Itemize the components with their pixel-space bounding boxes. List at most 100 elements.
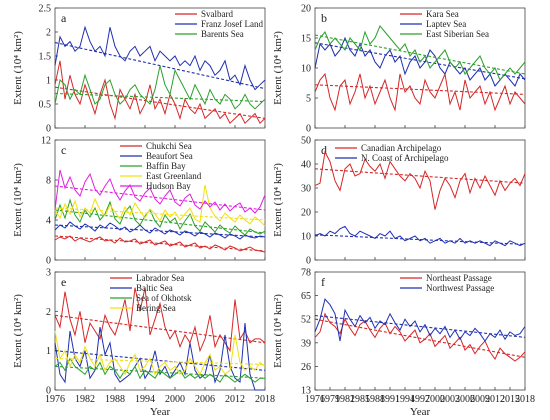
y-tick-label: 40 xyxy=(301,160,311,171)
x-tick-label: 2000 xyxy=(165,394,185,405)
x-tick-label: 1982 xyxy=(75,394,95,405)
legend-label: Northeast Passage xyxy=(426,273,492,283)
legend-label: Beaufort Sea xyxy=(146,151,193,161)
y-axis-label: Extent (10⁴ km²) xyxy=(272,31,284,105)
y-tick-label: 20 xyxy=(301,4,311,15)
series-line-baltic-sea xyxy=(54,323,265,391)
x-tick-label: 1994 xyxy=(395,394,415,405)
panel-e: 0 1 2 3 1976 1982 1988 1994 2000 2006 2012 2018 Exte… xyxy=(12,268,275,419)
series-line-canadian-archipelago xyxy=(314,150,526,210)
x-tick-label: 1976 xyxy=(45,394,65,405)
x-tick-label: 1979 xyxy=(320,394,340,405)
panel-d: 0 10 20 30 40 50 Extent (10⁴ km²) d Canadian Arc… xyxy=(272,136,526,267)
panel-letter: c xyxy=(61,143,66,157)
panel-letter: a xyxy=(61,11,67,25)
panel-letter: e xyxy=(61,275,66,289)
x-tick-label: 1997 xyxy=(410,394,430,405)
series-line-bering-sea xyxy=(54,330,266,376)
y-tick-label: 2 xyxy=(46,28,51,39)
legend-label: Laptev Sea xyxy=(426,19,466,29)
y-tick-label: 0 xyxy=(46,124,51,135)
y-tick-label: 4 xyxy=(46,216,51,227)
y-tick-label: 13 xyxy=(301,386,311,397)
legend-label: Svalbard xyxy=(201,9,233,19)
series-line-northeast-passage xyxy=(314,312,526,362)
trend-line xyxy=(54,92,266,103)
legend-label: Chukchi Sea xyxy=(146,141,192,151)
x-tick-label: 1994 xyxy=(135,394,155,405)
y-tick-label: 10 xyxy=(301,232,311,243)
series-line-east-siberian-sea xyxy=(314,25,526,81)
series-line-hudson-bay xyxy=(54,169,266,214)
panel-letter: b xyxy=(321,11,327,25)
legend-label: Canadian Archipelago xyxy=(361,143,442,153)
y-axis-label: Extent (10⁴ km²) xyxy=(272,163,284,237)
x-axis-label: Year xyxy=(150,406,171,418)
series-line-franz-josef-land xyxy=(54,25,266,91)
trend-line xyxy=(54,357,266,365)
x-axis-label: Year xyxy=(410,406,431,418)
y-tick-label: 78 xyxy=(301,268,311,279)
trend-line xyxy=(314,318,526,358)
y-tick-label: 12 xyxy=(41,136,51,147)
trend-line xyxy=(314,168,526,184)
y-tick-label: 2.5 xyxy=(39,4,52,15)
y-tick-label: 50 xyxy=(301,136,311,147)
panel-b: 0 5 10 15 20 Extent (10⁴ km²) b Kara SeaLaptev … xyxy=(272,4,526,135)
trend-line xyxy=(54,224,266,238)
legend-label: Franz Josef Land xyxy=(201,19,263,29)
y-tick-label: 0.5 xyxy=(39,100,52,111)
trend-line xyxy=(314,34,526,75)
legend-label: Baffin Bay xyxy=(146,161,186,171)
y-tick-label: 52 xyxy=(301,315,311,326)
y-tick-label: 65 xyxy=(301,291,311,302)
legend-label: East Greenland xyxy=(146,171,202,181)
x-tick-label: 2009 xyxy=(470,394,490,405)
y-tick-label: 0 xyxy=(306,124,311,135)
y-tick-label: 20 xyxy=(301,208,311,219)
plot-frame xyxy=(54,139,266,261)
y-tick-label: 26 xyxy=(301,362,311,373)
x-tick-label: 1985 xyxy=(350,394,370,405)
panel-a: 0 0.5 1 1.5 2 2.5 Extent (10⁴ km²) a SvalbardFra… xyxy=(12,4,266,135)
x-tick-label: 2018 xyxy=(515,394,535,405)
x-tick-label: 1976 xyxy=(305,394,325,405)
y-axis-label: Extent (10⁴ km²) xyxy=(12,163,24,237)
legend-label: N. Coast of Archipelago xyxy=(361,153,449,163)
x-tick-label: 2012 xyxy=(225,394,245,405)
series-line-baffin-bay xyxy=(54,198,266,236)
x-tick-label: 2018 xyxy=(255,394,275,405)
y-tick-label: 15 xyxy=(301,34,311,45)
panel-letter: d xyxy=(321,143,327,157)
y-tick-label: 10 xyxy=(301,64,311,75)
x-tick-label: 1988 xyxy=(105,394,125,405)
legend-label: Baltic Sea xyxy=(136,283,173,293)
x-tick-label: 2006 xyxy=(195,394,215,405)
legend-label: Hudson Bay xyxy=(146,181,191,191)
legend-label: Northwest Passage xyxy=(426,283,494,293)
series-line-svalbard xyxy=(54,60,266,125)
trend-line xyxy=(54,235,266,252)
trend-line xyxy=(54,207,266,221)
series-line-east-greenland xyxy=(54,184,266,227)
legend-label: East Siberian Sea xyxy=(426,29,489,39)
y-tick-label: 5 xyxy=(306,94,311,105)
legend-label: Barents Sea xyxy=(201,29,244,39)
series-line-sea-of-okhotsk xyxy=(54,357,265,383)
series-line-barents-sea xyxy=(54,65,266,110)
y-tick-label: 30 xyxy=(301,184,311,195)
trend-line xyxy=(314,234,526,245)
x-tick-label: 2012 xyxy=(485,394,505,405)
trend-line xyxy=(54,365,266,379)
x-tick-label: 1991 xyxy=(380,394,400,405)
plot-frame xyxy=(314,139,526,261)
legend-label: Labrador Sea xyxy=(136,273,184,283)
series-line-northwest-passage xyxy=(314,298,526,342)
y-tick-label: 1.5 xyxy=(39,52,52,63)
y-axis-label: Extent (10⁴ km²) xyxy=(12,294,24,368)
y-axis-label: Extent (10⁴ km²) xyxy=(272,294,284,368)
x-tick-label: 2000 xyxy=(425,394,445,405)
